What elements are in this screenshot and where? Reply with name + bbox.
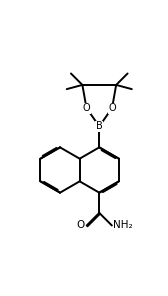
Text: O: O xyxy=(77,221,85,231)
Text: NH₂: NH₂ xyxy=(113,221,133,231)
Text: O: O xyxy=(83,103,90,113)
Text: B: B xyxy=(96,121,103,131)
Text: O: O xyxy=(108,103,116,113)
